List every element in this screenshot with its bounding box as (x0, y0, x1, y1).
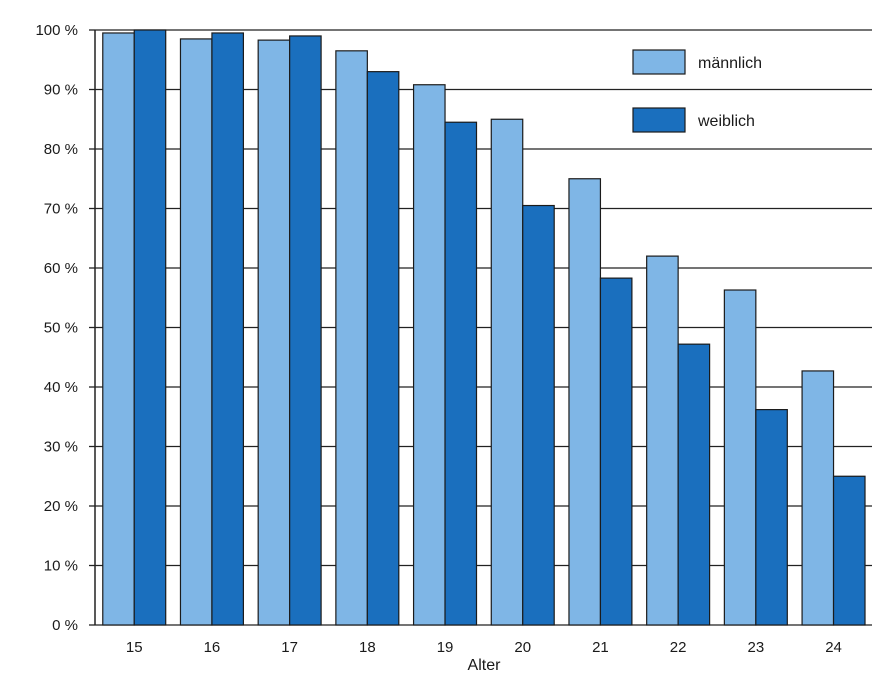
legend-swatch-weiblich (632, 107, 686, 133)
bar-maennlich-23 (723, 289, 757, 626)
bar-weiblich-15 (133, 29, 167, 626)
bar-maennlich-21 (568, 178, 602, 626)
x-tick-label: 16 (204, 639, 221, 656)
legend-label-maennlich: männlich (698, 55, 762, 72)
y-tick-label: 70 % (44, 201, 78, 218)
y-tick-label: 30 % (44, 439, 78, 456)
bar-maennlich-22 (646, 255, 679, 626)
x-axis-title: Alter (468, 657, 502, 674)
x-tick-label: 21 (592, 639, 609, 656)
bar-weiblich-17 (289, 35, 322, 626)
bar-weiblich-19 (444, 121, 478, 626)
y-tick-label: 50 % (44, 320, 78, 337)
bar-weiblich-16 (211, 32, 245, 626)
bar-maennlich-24 (801, 370, 835, 626)
bar-maennlich-15 (102, 32, 135, 626)
legend-label-weiblich: weiblich (697, 113, 755, 130)
bar-maennlich-19 (412, 84, 446, 626)
x-tick-label: 15 (126, 639, 143, 656)
x-tick-label: 22 (670, 639, 687, 656)
y-tick-label: 10 % (44, 558, 78, 575)
y-tick-label: 40 % (44, 379, 78, 396)
bar-weiblich-24 (832, 475, 866, 626)
legend: männlich weiblich (632, 49, 762, 133)
bar-maennlich-16 (179, 38, 213, 626)
x-tick-label: 23 (747, 639, 764, 656)
x-tick-label: 18 (359, 639, 376, 656)
bar-weiblich-21 (599, 277, 633, 626)
x-tick-label: 19 (437, 639, 454, 656)
x-tick-label: 20 (514, 639, 531, 656)
y-tick-label: 0 % (52, 617, 78, 634)
bar-weiblich-20 (522, 204, 555, 626)
bar-weiblich-18 (366, 71, 400, 626)
x-tick-label: 24 (825, 639, 842, 656)
y-tick-label: 100 % (35, 22, 78, 39)
bar-maennlich-17 (257, 39, 291, 626)
y-tick-label: 80 % (44, 141, 78, 158)
bar-maennlich-18 (335, 50, 368, 626)
x-tick-label: 17 (281, 639, 298, 656)
bars (102, 29, 866, 626)
bar-weiblich-22 (677, 343, 711, 626)
bar-weiblich-23 (755, 409, 788, 626)
y-tick-label: 90 % (44, 82, 78, 99)
legend-swatch-maennlich (632, 49, 686, 75)
bar-maennlich-20 (490, 118, 524, 626)
y-tick-label: 20 % (44, 498, 78, 515)
y-tick-label: 60 % (44, 260, 78, 277)
axes: 0 % 10 % 20 % 30 % 40 % 50 % 60 % 70 % 80 % 90 % 1… (35, 22, 841, 656)
